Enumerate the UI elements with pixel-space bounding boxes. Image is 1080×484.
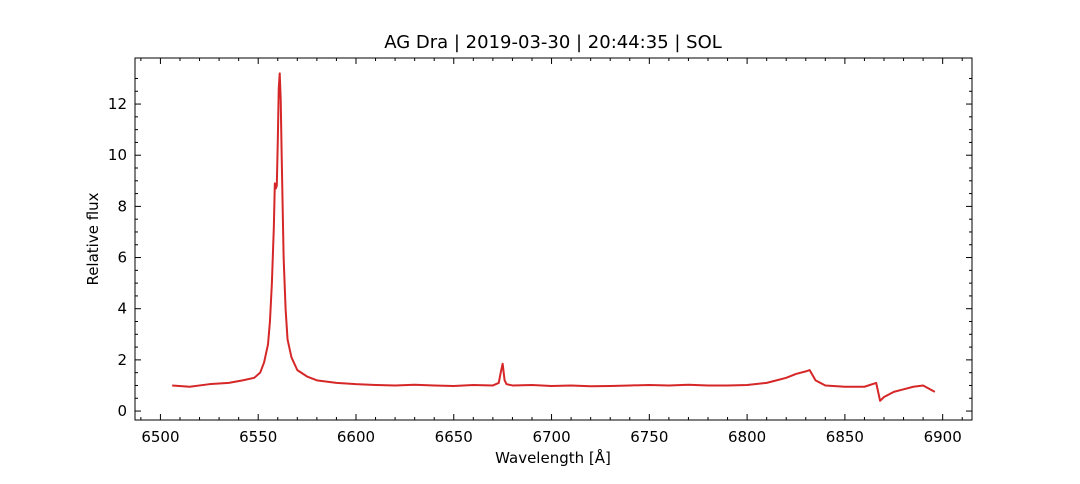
y-tick-label: 4 — [117, 300, 127, 318]
spectrum-line — [172, 72, 936, 402]
x-tick-label: 6750 — [630, 428, 668, 446]
x-tick-label: 6650 — [435, 428, 473, 446]
x-tick-label: 6800 — [728, 428, 766, 446]
y-tick-label: 8 — [117, 197, 127, 215]
y-tick-label: 2 — [117, 351, 127, 369]
plot-area — [172, 72, 936, 402]
y-tick-label: 10 — [108, 146, 127, 164]
x-tick-label: 6500 — [141, 428, 179, 446]
chart-title: AG Dra | 2019-03-30 | 20:44:35 | SOL — [384, 32, 722, 53]
x-tick-label: 6850 — [826, 428, 864, 446]
x-axis-label: Wavelength [Å] — [495, 448, 611, 467]
x-axis-ticks: 6500 6550 6600 6650 6700 6750 6800 6850 6900 — [140, 58, 963, 446]
y-tick-label: 0 — [117, 402, 127, 420]
x-tick-label: 6550 — [239, 428, 277, 446]
plot-frame — [134, 57, 973, 421]
y-tick-label: 12 — [108, 95, 127, 113]
y-tick-label: 6 — [117, 249, 127, 267]
x-tick-label: 6900 — [924, 428, 962, 446]
x-tick-label: 6600 — [337, 428, 375, 446]
y-axis-label: Relative flux — [84, 192, 102, 285]
x-tick-label: 6700 — [532, 428, 570, 446]
y-axis-ticks: 0 2 4 6 8 10 12 — [108, 77, 972, 420]
